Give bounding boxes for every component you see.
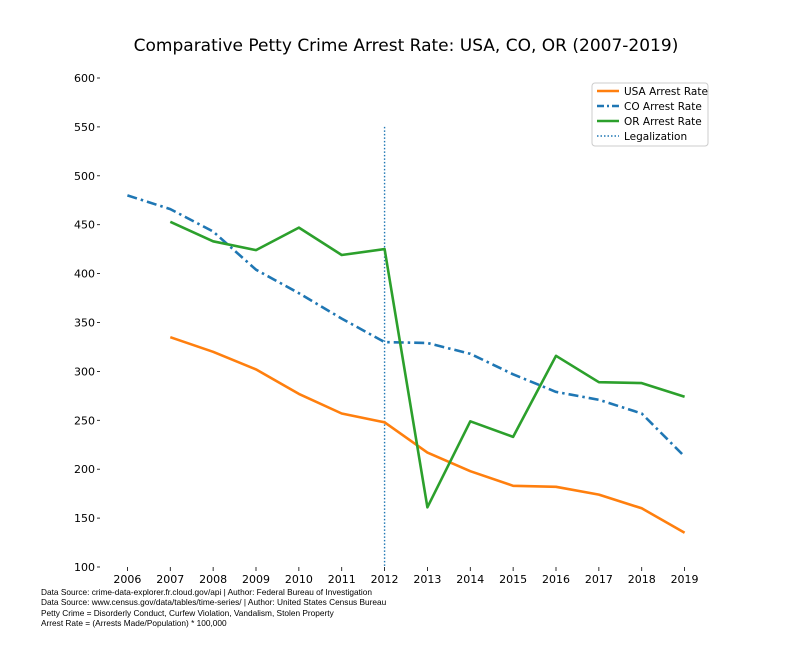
y-tick-label: 300 xyxy=(74,365,95,378)
series-lines xyxy=(127,194,686,534)
y-tick-label: 150 xyxy=(74,512,95,525)
co-arrest-rate-line xyxy=(127,194,686,458)
x-tick-label: 2008 xyxy=(199,573,227,586)
footnote-petty-crime-definition: Petty Crime = Disorderly Conduct, Curfew… xyxy=(41,607,334,618)
footnote-fbi-source: Data Source: crime-data-explorer.fr.clou… xyxy=(41,587,372,597)
y-tick-label: 400 xyxy=(74,268,95,281)
y-tick-label: 600 xyxy=(74,72,95,85)
y-tick-label: 200 xyxy=(74,463,95,476)
footnote-census-source: Data Source: www.census.gov/data/tables/… xyxy=(41,597,387,608)
x-tick-label: 2013 xyxy=(413,573,441,586)
y-tick-label: 100 xyxy=(74,561,95,574)
x-tick-label: 2011 xyxy=(328,573,356,586)
x-tick-label: 2006 xyxy=(113,573,141,586)
x-tick-label: 2014 xyxy=(456,573,484,586)
x-axis: 2006 2007 2008 2009 2010 2011 2012 2013 2014 2015… xyxy=(113,567,699,586)
legend-label-usa-arrest-rate: USA Arrest Rate xyxy=(624,86,708,98)
chart-title: Comparative Petty Crime Arrest Rate: USA… xyxy=(134,36,679,56)
footnote-arrest-rate-definition: Arrest Rate = (Arrests Made/Population) … xyxy=(41,618,227,629)
legend: USA Arrest Rate CO Arrest Rate OR Arrest R… xyxy=(591,82,709,147)
y-tick-label: 450 xyxy=(74,219,95,232)
x-tick-label: 2018 xyxy=(628,573,656,586)
y-axis: 100 150 200 250 300 350 400 450 500 550 600 xyxy=(74,72,100,574)
x-tick-label: 2007 xyxy=(156,573,184,586)
x-tick-label: 2017 xyxy=(585,573,613,586)
x-tick-label: 2010 xyxy=(285,573,313,586)
y-tick-label: 550 xyxy=(74,121,95,134)
x-tick-label: 2015 xyxy=(499,573,527,586)
legend-label-legalization: Legalization xyxy=(624,131,687,143)
usa-arrest-rate-line xyxy=(169,335,686,534)
legend-label-or-arrest-rate: OR Arrest Rate xyxy=(624,116,702,128)
y-tick-label: 250 xyxy=(74,414,95,427)
y-tick-label: 350 xyxy=(74,317,95,330)
or-arrest-rate-line xyxy=(169,220,685,509)
y-tick-label: 500 xyxy=(74,170,95,183)
x-tick-label: 2019 xyxy=(671,573,699,586)
legend-frame xyxy=(591,82,709,147)
x-tick-label: 2009 xyxy=(242,573,270,586)
footnotes: Data Source: crime-data-explorer.fr.clou… xyxy=(41,587,386,629)
legend-label-co-arrest-rate: CO Arrest Rate xyxy=(624,101,702,113)
x-tick-label: 2012 xyxy=(371,573,399,586)
x-tick-label: 2016 xyxy=(542,573,570,586)
